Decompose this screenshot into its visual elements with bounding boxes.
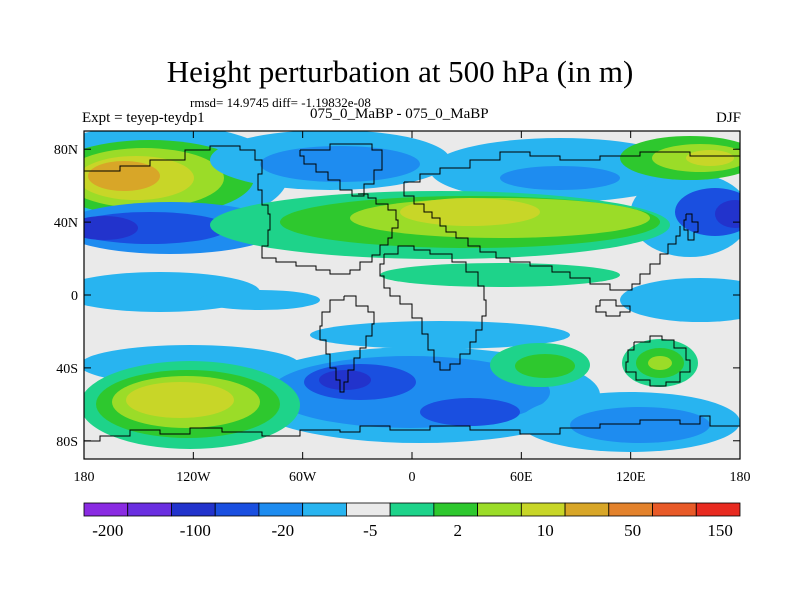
y-axis: 80N 40N 0 40S 80S <box>54 143 740 450</box>
colorbar-swatch <box>520 502 566 517</box>
colorbar-label: -20 <box>271 521 294 540</box>
season-label: DJF <box>715 110 741 126</box>
coast-south-america <box>319 295 375 393</box>
colorbar-swatch <box>345 502 391 517</box>
coast-indonesia <box>595 299 631 317</box>
colorbar: -200 -100 -20 -5 2 10 50 150 <box>83 502 741 540</box>
colorbar-label: 10 <box>537 521 554 540</box>
y-tick-label: 80S <box>56 435 78 450</box>
tropical-bands <box>84 263 740 349</box>
x-tick-label: 60W <box>289 470 317 485</box>
colorbar-swatch <box>608 502 653 517</box>
colorbar-swatch <box>695 502 741 517</box>
coast-australia <box>625 335 691 387</box>
colorbar-swatch <box>564 502 610 517</box>
coast-africa <box>379 245 487 371</box>
y-tick-label: 80N <box>54 143 78 158</box>
colorbar-swatch <box>214 502 260 517</box>
chart-title: Height perturbation at 500 hPa (in m) <box>166 54 634 89</box>
colorbar-label: -5 <box>363 521 377 540</box>
x-tick-label: 120W <box>176 470 211 485</box>
colorbar-swatch <box>433 502 479 517</box>
x-tick-label: 60E <box>510 470 533 485</box>
sh-indian-positive <box>490 339 698 387</box>
period-label: 075_0_MaBP - 075_0_MaBP <box>310 106 489 122</box>
colorbar-swatch <box>389 502 435 517</box>
colorbar-label: -200 <box>92 521 123 540</box>
colorbar-label: 150 <box>707 521 733 540</box>
x-tick-label: 0 <box>409 470 416 485</box>
x-axis: 180 120W 60W 0 60E 120E 180 <box>74 131 751 485</box>
y-tick-label: 0 <box>71 289 78 304</box>
coast-antarctica <box>84 415 740 442</box>
colorbar-swatch <box>302 502 347 517</box>
colorbar-label: 2 <box>453 521 462 540</box>
sh-pacific-positive <box>84 361 300 449</box>
y-tick-label: 40N <box>54 216 78 231</box>
coast-eurasia <box>403 151 740 291</box>
nh-asia-positive <box>620 136 740 180</box>
colorbar-label: -100 <box>180 521 211 540</box>
coast-north-america <box>84 145 399 275</box>
x-tick-label: 180 <box>730 470 751 485</box>
colorbar-swatch <box>127 502 172 517</box>
colorbar-swatch <box>171 502 216 517</box>
coast-japan <box>683 213 699 241</box>
colorbar-swatch <box>258 502 304 517</box>
x-tick-label: 180 <box>74 470 95 485</box>
y-tick-label: 40S <box>56 362 78 377</box>
colorbar-label: 50 <box>624 521 641 540</box>
coast-greenland <box>299 143 383 197</box>
stats-line: rmsd= 14.9745 diff= -1.19832e-08 <box>190 95 371 110</box>
coastlines <box>84 143 740 442</box>
experiment-label: Expt = teyep-teydp1 <box>82 110 205 126</box>
colorbar-swatch <box>83 502 129 517</box>
colorbar-swatch <box>652 502 697 517</box>
x-tick-label: 120E <box>616 470 646 485</box>
colorbar-swatch <box>477 502 522 517</box>
